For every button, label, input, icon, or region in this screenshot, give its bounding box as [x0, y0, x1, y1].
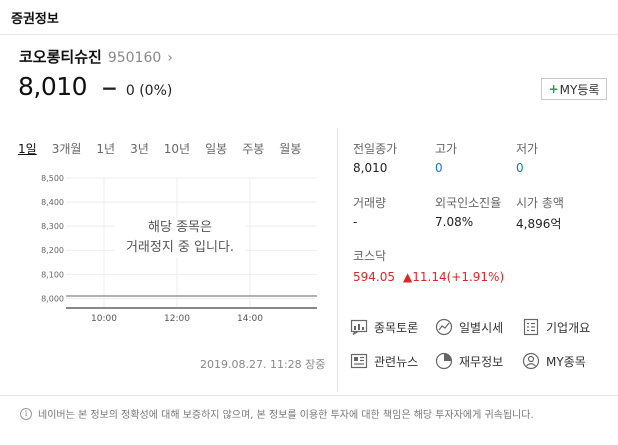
x-tick-label: 14:00	[237, 314, 263, 324]
financial-info-link[interactable]: 재무정보	[435, 352, 503, 370]
stat-value: 4,896억	[516, 217, 562, 231]
y-tick-label: 8,300	[41, 222, 64, 231]
disclaimer-text: 네이버는 본 정보의 정확성에 대해 보증하지 않으며, 본 정보를 이용한 투…	[38, 410, 534, 421]
user-icon	[522, 352, 540, 370]
trading-halt-line-2: 거래정지 중 입니다.	[125, 240, 235, 255]
y-tick-label: 8,200	[41, 246, 64, 255]
plus-icon: +	[548, 82, 559, 96]
daily-price-link[interactable]: 일별시세	[435, 318, 503, 336]
header-divider	[0, 34, 618, 35]
pie-chart-icon	[435, 352, 453, 370]
tab-3y[interactable]: 3년	[130, 142, 149, 156]
newspaper-icon	[350, 353, 368, 369]
stat-high: 고가 0	[435, 140, 457, 175]
tab-1d[interactable]: 1일	[18, 142, 37, 156]
x-tick-label: 10:00	[91, 314, 117, 324]
add-my-stock-label: MY등록	[559, 82, 600, 97]
tab-daily-candle[interactable]: 일봉	[205, 142, 228, 156]
trading-halt-line-1: 해당 종목은	[148, 220, 212, 235]
tab-3m[interactable]: 3개월	[51, 142, 82, 156]
market-index-values: 594.05 ▲11.14(+1.91%)	[353, 270, 504, 284]
section-title: 증권정보	[11, 12, 59, 27]
document-icon	[523, 318, 539, 336]
stock-code[interactable]: 950160	[107, 50, 162, 66]
stat-label: 저가	[516, 142, 539, 156]
y-tick-label: 8,100	[41, 270, 64, 279]
price-row: 8,010 − 0 (0%)	[18, 72, 172, 101]
daily-price-label: 일별시세	[459, 320, 504, 335]
chevron-right-icon[interactable]: ›	[167, 50, 173, 66]
market-index-value: 594.05	[353, 270, 395, 284]
stat-label: 외국인소진율	[435, 196, 502, 210]
company-overview-label: 기업개요	[546, 320, 591, 335]
tab-weekly-candle[interactable]: 주봉	[242, 142, 265, 156]
period-tabs: 1일 3개월 1년 3년 10년 일봉 주봉 월봉	[18, 140, 316, 157]
current-price: 8,010	[18, 72, 88, 101]
y-tick-label: 8,000	[41, 294, 64, 303]
stat-label: 고가	[435, 142, 458, 156]
stat-value: 0	[435, 161, 443, 175]
tab-1y[interactable]: 1년	[96, 142, 116, 156]
company-overview-link[interactable]: 기업개요	[522, 318, 590, 336]
info-icon: i	[20, 407, 32, 420]
stat-prev-close: 전일종가 8,010	[353, 140, 397, 175]
stat-foreign-ratio: 외국인소진율 7.08%	[435, 194, 501, 229]
update-timestamp: 2019.08.27. 11:28 장중	[200, 358, 326, 371]
vertical-divider	[337, 128, 338, 392]
stock-forum-link[interactable]: 종목토론	[350, 318, 418, 336]
stat-label: 전일종가	[353, 142, 398, 156]
stat-value: 8,010	[353, 161, 388, 175]
market-index-label: 코스닥	[353, 249, 387, 263]
y-tick-label: 8,400	[41, 198, 64, 207]
no-change-icon: −	[101, 76, 118, 100]
related-news-link[interactable]: 관련뉴스	[350, 352, 418, 370]
stat-market-cap: 시가 총액 4,896억	[516, 194, 564, 232]
price-change: 0 (0%)	[125, 83, 173, 99]
stat-value: 7.08%	[435, 215, 474, 229]
stat-value: -	[353, 215, 358, 229]
market-index: 코스닥 594.05 ▲11.14(+1.91%)	[353, 247, 504, 284]
trading-halt-notice: 해당 종목은 거래정지 중 입니다.	[115, 218, 245, 258]
stat-label: 거래량	[353, 196, 387, 210]
tab-monthly-candle[interactable]: 월봉	[279, 142, 302, 156]
chart-board-icon	[350, 319, 368, 336]
y-tick-label: 8,500	[41, 174, 64, 183]
add-my-stock-button[interactable]: + MY등록	[541, 78, 607, 100]
price-chart-svg: 8,500 8,400 8,300 8,200 8,100 8,000 10:00 12:00…	[41, 174, 317, 324]
my-stocks-label: MY종목	[546, 354, 586, 369]
disclaimer: i 네이버는 본 정보의 정확성에 대해 보증하지 않으며, 본 정보를 이용한…	[20, 406, 534, 421]
market-index-change: ▲11.14(+1.91%)	[403, 270, 505, 284]
financial-info-label: 재무정보	[459, 354, 504, 369]
footer-divider	[0, 395, 618, 396]
stock-name-link[interactable]: 코오롱티슈진 950160 ›	[19, 46, 173, 67]
stat-label: 시가 총액	[516, 196, 564, 210]
tab-10y[interactable]: 10년	[163, 142, 191, 156]
x-tick-label: 12:00	[164, 314, 190, 324]
stat-volume: 거래량 -	[353, 194, 386, 229]
related-news-label: 관련뉴스	[374, 354, 419, 369]
my-stocks-link[interactable]: MY종목	[522, 352, 586, 370]
stock-name[interactable]: 코오롱티슈진	[19, 48, 102, 66]
gauge-icon	[435, 318, 453, 336]
stock-forum-label: 종목토론	[374, 320, 419, 335]
price-chart: 8,500 8,400 8,300 8,200 8,100 8,000 10:00 12:00…	[0, 170, 330, 330]
stat-value: 0	[516, 161, 524, 175]
stat-low: 저가 0	[516, 140, 538, 175]
